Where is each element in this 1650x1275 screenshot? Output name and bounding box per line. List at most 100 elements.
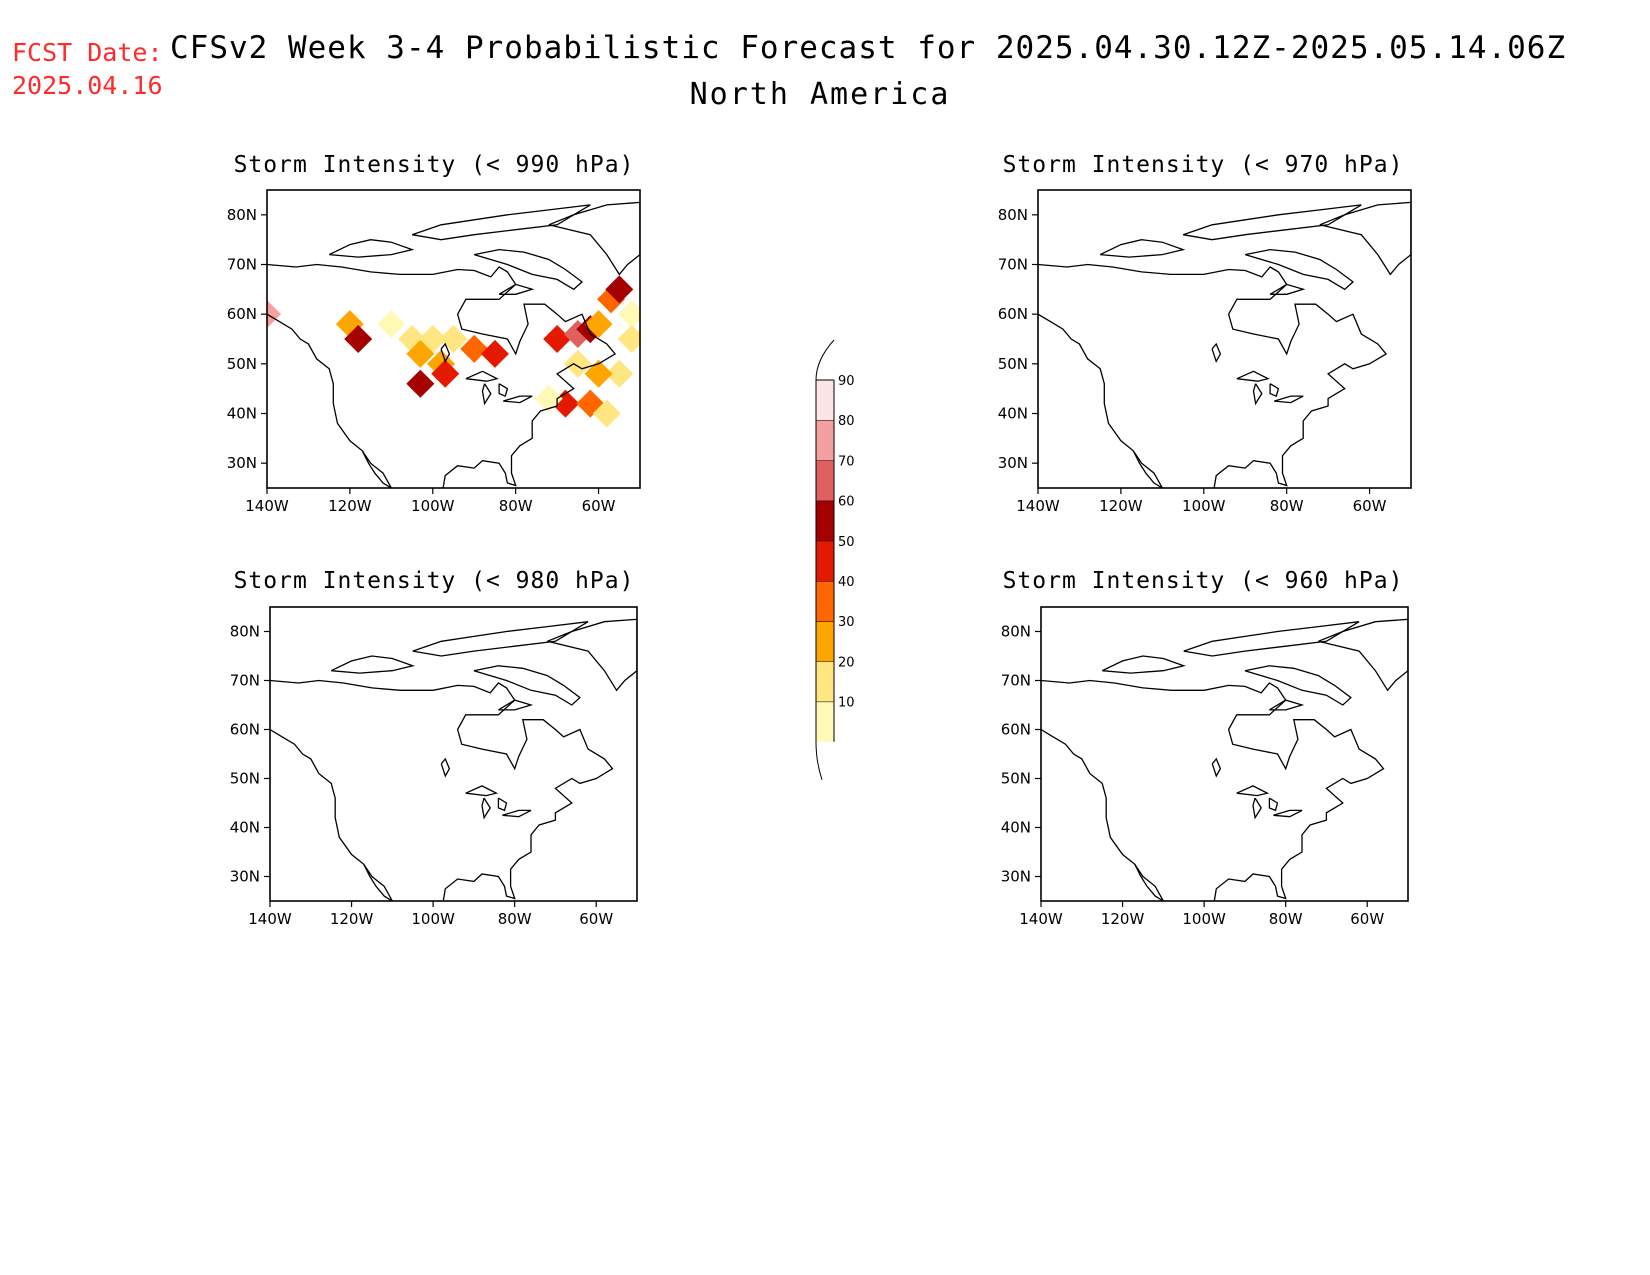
lon-tick-label: 140W xyxy=(248,910,292,928)
probability-cell xyxy=(431,359,460,388)
lon-tick-label: 140W xyxy=(1019,910,1063,928)
baja-coastline xyxy=(361,450,392,488)
map-frame xyxy=(269,606,638,902)
probability-cell xyxy=(377,310,406,339)
forecast-date-block: FCST Date: 2025.04.16 xyxy=(12,36,163,102)
colorbar-label: 60 xyxy=(838,495,855,510)
lon-tick-label: 60W xyxy=(582,497,616,515)
coastline-east xyxy=(1038,263,1388,488)
lon-tick-label: 80W xyxy=(498,910,532,928)
lon-tick-label: 100W xyxy=(1182,910,1226,928)
forecast-date-label: FCST Date: xyxy=(12,38,163,67)
map-panel-4: 80N 70N 60N 50N 40N 30N 140W 120W 100W 80W 60W xyxy=(1001,606,1409,928)
lon-tick-label: 60W xyxy=(1353,497,1387,515)
lake-winnipeg xyxy=(440,757,451,778)
colorbar-label: 10 xyxy=(838,696,855,711)
lat-tick-label: 80N xyxy=(230,623,260,641)
island-victoria xyxy=(1101,655,1186,674)
lat-tick-label: 40N xyxy=(1001,819,1031,837)
lon-tick-label: 140W xyxy=(1016,497,1060,515)
map-frame xyxy=(1040,606,1409,902)
colorbar-swatch xyxy=(816,460,834,501)
probability-cell xyxy=(617,300,640,329)
lake-winnipeg xyxy=(440,342,451,364)
island-victoria xyxy=(1099,239,1186,258)
lake-michigan xyxy=(481,797,491,820)
lake-superior xyxy=(1236,785,1270,797)
lake-michigan xyxy=(481,383,492,406)
lake-erie-ontario xyxy=(1273,809,1303,818)
colorbar-swatch xyxy=(816,581,834,622)
lat-tick-label: 60N xyxy=(1001,721,1031,739)
lat-tick-label: 50N xyxy=(1001,770,1031,788)
probability-cell xyxy=(406,369,435,398)
lon-tick-label: 100W xyxy=(411,910,455,928)
colorbar-swatch xyxy=(816,661,834,702)
island-ellesmere xyxy=(411,204,591,241)
island-baffin xyxy=(1244,665,1352,706)
lat-tick-label: 60N xyxy=(230,721,260,739)
lat-tick-label: 40N xyxy=(230,819,260,837)
colorbar-label: 80 xyxy=(838,414,855,429)
lake-erie-ontario xyxy=(1274,395,1304,404)
lon-tick-label: 60W xyxy=(579,910,613,928)
probability-cell xyxy=(584,310,613,339)
lake-erie-ontario xyxy=(502,809,532,818)
colorbar-swatch xyxy=(816,500,834,541)
colorbar: 10 20 30 40 50 60 70 80 90 xyxy=(815,339,855,780)
coastline-west xyxy=(1038,313,1163,488)
lat-tick-label: 60N xyxy=(227,305,257,323)
lon-tick-label: 80W xyxy=(1270,497,1304,515)
map-contents xyxy=(1038,201,1411,488)
lake-superior xyxy=(465,785,499,797)
colorbar-swatch xyxy=(816,380,834,421)
greenland-coastline xyxy=(1319,201,1411,276)
island-victoria xyxy=(330,655,415,674)
probability-cell xyxy=(406,339,435,368)
forecast-date-value: 2025.04.16 xyxy=(12,71,163,100)
panel-title-960: Storm Intensity (< 960 hPa) xyxy=(1002,568,1404,594)
lat-tick-label: 30N xyxy=(1001,868,1031,886)
lat-tick-label: 50N xyxy=(227,355,257,373)
greenland-coastline xyxy=(547,618,637,692)
lake-michigan xyxy=(1252,383,1263,406)
map-panel-3: 80N 70N 60N 50N 40N 30N 140W 120W 100W 80W 60W xyxy=(230,606,638,928)
lake-huron xyxy=(497,797,508,812)
baja-coastline xyxy=(1134,864,1164,901)
coastline-east xyxy=(270,679,614,901)
lon-tick-label: 80W xyxy=(499,497,533,515)
lon-tick-label: 120W xyxy=(1101,910,1145,928)
colorbar-label: 30 xyxy=(838,615,855,630)
colorbar-swatch xyxy=(816,621,834,662)
lon-tick-label: 60W xyxy=(1350,910,1384,928)
island-victoria xyxy=(328,239,415,258)
region-subtitle: North America xyxy=(689,77,951,112)
probability-cell xyxy=(267,300,281,329)
greenland-coastline xyxy=(1318,618,1408,692)
lon-tick-label: 120W xyxy=(330,910,374,928)
lat-tick-label: 30N xyxy=(227,454,257,472)
coastline-west xyxy=(267,313,392,488)
probability-cell xyxy=(617,325,640,353)
lake-superior xyxy=(1236,370,1270,382)
colorbar-label: 70 xyxy=(838,454,855,469)
lat-tick-label: 70N xyxy=(230,672,260,690)
coastline-west xyxy=(1041,728,1164,901)
panel-title-990: Storm Intensity (< 990 hPa) xyxy=(233,152,635,178)
probability-cell xyxy=(543,325,572,353)
baja-coastline xyxy=(363,864,393,901)
lat-tick-label: 30N xyxy=(230,868,260,886)
probability-cell xyxy=(605,359,634,388)
map-panel-2: 80N 70N 60N 50N 40N 30N 140W 120W 100W 80W 60W xyxy=(998,189,1412,515)
colorbar-label: 20 xyxy=(838,655,855,670)
lat-tick-label: 70N xyxy=(227,256,257,274)
lat-tick-label: 50N xyxy=(230,770,260,788)
lon-tick-label: 100W xyxy=(1182,497,1226,515)
lat-tick-label: 40N xyxy=(227,405,257,423)
probability-cell xyxy=(563,349,592,378)
lake-winnipeg xyxy=(1211,342,1222,364)
colorbar-swatch xyxy=(816,420,834,461)
lake-michigan xyxy=(1252,797,1262,820)
island-southampton xyxy=(1269,283,1306,295)
lat-tick-label: 70N xyxy=(1001,672,1031,690)
